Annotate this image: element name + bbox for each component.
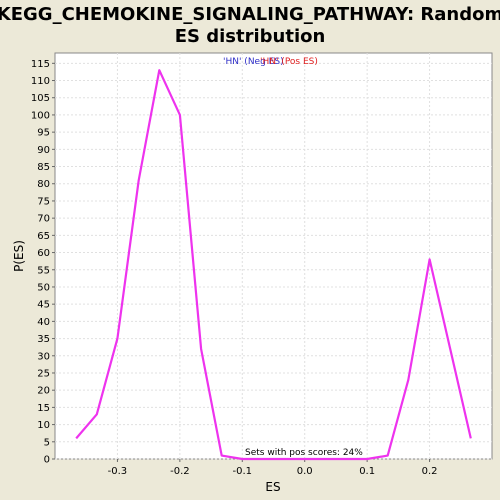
plot-area [54,52,493,460]
y-axis-label: P(ES) [12,240,26,272]
y-tick-label: 70 [37,214,50,225]
y-tick-label: 10 [37,420,50,431]
y-tick-label: 110 [31,76,50,87]
y-tick-label: 50 [37,282,50,293]
y-tick-label: 5 [44,437,50,448]
grid-lines [55,53,492,460]
chart-title-line1: KEGG_CHEMOKINE_SIGNALING_PATHWAY: Random [0,4,500,25]
y-tick-label: 105 [31,93,50,104]
es-distribution-line [75,69,472,461]
x-tick-label: -0.2 [170,466,190,477]
x-tick-label: -0.1 [233,466,253,477]
y-tick-label: 25 [37,368,50,379]
y-tick-label: 60 [37,248,50,259]
y-tick-label: 0 [44,455,50,466]
y-tick-label: 85 [37,162,50,173]
y-tick-label: 80 [37,179,50,190]
series-layer [75,69,472,461]
legend-neg-label: 'HN' (Neg ES) [223,57,284,67]
y-tick-label: 100 [31,110,50,121]
y-tick-label: 95 [37,128,50,139]
chart-title-line2: ES distribution [175,26,326,47]
y-tick-label: 115 [31,59,50,70]
y-tick-label: 45 [37,300,50,311]
x-axis-ticks: -0.3 -0.2 -0.1 0.0 0.1 0.2 [108,459,438,477]
y-tick-label: 75 [37,196,50,207]
y-tick-label: 30 [37,351,50,362]
x-tick-label: 0.2 [422,466,438,477]
x-axis-label: ES [265,480,280,494]
pos-scores-annotation: Sets with pos scores: 24% [245,448,363,458]
y-tick-label: 20 [37,386,50,397]
y-axis-ticks: 0 5 10 15 20 25 30 35 40 45 50 55 60 65 70 75 80 85 90 95 10… [31,59,55,466]
y-tick-label: 65 [37,231,50,242]
y-tick-label: 40 [37,317,50,328]
x-tick-label: 0.0 [297,466,313,477]
y-tick-label: 55 [37,265,50,276]
x-tick-label: 0.1 [359,466,375,477]
x-tick-label: -0.3 [108,466,128,477]
y-tick-label: 35 [37,334,50,345]
y-tick-label: 15 [37,403,50,414]
legend-pos-label: 'HN' (Pos ES) [260,57,318,67]
y-tick-label: 90 [37,145,50,156]
